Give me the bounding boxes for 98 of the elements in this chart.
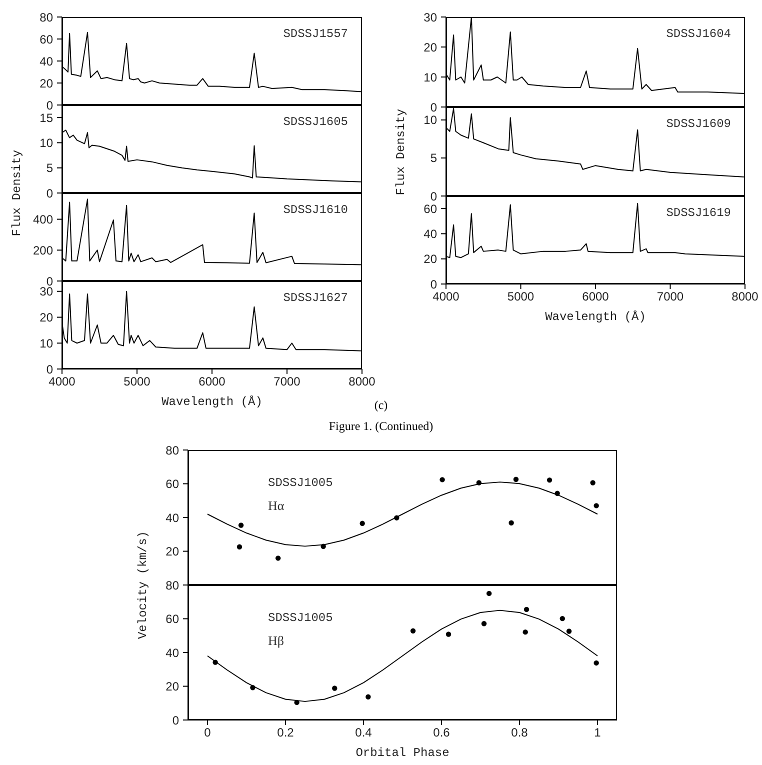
y-tick-label: 10: [40, 136, 54, 150]
x-tick-label: 6000: [582, 290, 610, 304]
point: [236, 544, 242, 550]
y-tick-label: 200: [32, 243, 54, 258]
point: [524, 606, 530, 612]
x-tick-label: 7000: [274, 374, 301, 389]
x-tick-label: 5000: [507, 290, 534, 304]
y-tick-label: 10: [424, 70, 438, 84]
y-tick-label: 0: [172, 713, 180, 728]
text: SDSSJ1557: [283, 27, 348, 41]
y-tick-label: 30: [424, 10, 438, 24]
point: [332, 686, 338, 691]
point: [522, 629, 528, 635]
x-axis-title: Wavelength (Å): [544, 310, 647, 324]
y-axis-title: Flux Density: [10, 150, 24, 236]
point: [508, 520, 514, 526]
text: SDSSJ1609: [666, 117, 731, 131]
y-axis-title: Flux Density: [394, 108, 408, 195]
y-tick-label: 10: [424, 113, 438, 128]
x-tick-label: 0: [204, 726, 212, 740]
y-tick-label: 15: [40, 110, 54, 125]
text: SDSSJ1627: [283, 291, 348, 305]
text: SDSSJ1610: [283, 203, 348, 217]
point: [594, 503, 599, 508]
y-tick-label: 20: [40, 76, 54, 90]
point: [566, 628, 572, 634]
point: [554, 490, 560, 496]
point: [360, 520, 365, 526]
y-tick-label: 0: [430, 189, 438, 204]
point: [238, 522, 244, 528]
y-tick-label: 20: [166, 680, 180, 694]
y-tick-label: 80: [166, 443, 180, 458]
point: [476, 480, 482, 486]
x-tick-label: 0.2: [277, 726, 294, 740]
y-tick-label: 40: [166, 646, 180, 660]
x-tick-label: 4000: [48, 374, 76, 389]
y-tick-label: 40: [166, 510, 180, 525]
x-axis-title: Orbital Phase: [354, 746, 450, 760]
x-tick-label: 7000: [656, 290, 684, 304]
y-tick-label: 10: [40, 336, 54, 350]
text: SDSSJ1005: [268, 476, 333, 490]
x-tick-label: 0.6: [433, 726, 450, 740]
y-axis-title: Velocity (km/s): [136, 530, 150, 640]
y-tick-label: 5: [46, 161, 54, 176]
point: [440, 477, 445, 482]
point: [212, 660, 218, 665]
y-tick-label: 400: [32, 212, 54, 227]
point: [410, 628, 416, 634]
text: Hβ: [268, 633, 284, 649]
x-tick-label: 8000: [348, 374, 376, 389]
x-tick-label: 8000: [732, 290, 759, 304]
y-tick-label: 0: [430, 100, 438, 114]
point: [275, 556, 281, 561]
y-tick-label: 40: [40, 54, 54, 68]
text: SDSSJ1005: [268, 611, 333, 625]
point: [560, 616, 565, 622]
point: [594, 660, 599, 666]
point: [590, 480, 596, 486]
text: Hα: [268, 498, 284, 514]
y-tick-label: 60: [166, 477, 180, 492]
y-tick-label: 0: [430, 277, 438, 292]
x-tick-label: 0.8: [511, 726, 528, 740]
x-axis-title: Wavelength (Å): [160, 395, 264, 409]
y-tick-label: 5: [430, 151, 438, 166]
text: (c): [374, 398, 388, 412]
y-tick-label: 60: [166, 612, 180, 626]
text: SDSSJ1604: [666, 27, 731, 41]
x-tick-label: 5000: [124, 374, 151, 389]
y-tick-label: 0: [46, 186, 54, 200]
y-tick-label: 60: [424, 202, 438, 216]
y-tick-label: 0: [46, 98, 54, 112]
y-tick-label: 60: [40, 32, 54, 46]
y-tick-label: 80: [40, 10, 54, 24]
x-tick-label: 1: [594, 726, 602, 740]
point: [446, 632, 452, 637]
text: SDSSJ1619: [666, 206, 731, 220]
caption: Figure 1. (Continued): [328, 419, 434, 434]
point: [394, 515, 400, 520]
line-series: [207, 610, 598, 702]
y-tick-label: 20: [424, 40, 438, 54]
point: [294, 700, 300, 706]
x-tick-label: 0.4: [355, 726, 372, 740]
text: SDSSJ1605: [283, 115, 348, 129]
y-tick-label: 80: [166, 578, 180, 592]
point: [481, 621, 487, 626]
y-tick-label: 20: [424, 252, 438, 266]
point: [320, 544, 326, 549]
x-tick-label: 4000: [432, 290, 460, 304]
point: [250, 685, 256, 690]
point: [366, 694, 371, 700]
y-tick-label: 20: [166, 544, 180, 559]
point: [546, 477, 552, 483]
y-tick-label: 20: [40, 310, 54, 324]
y-tick-label: 0: [46, 362, 54, 376]
y-tick-label: 40: [424, 226, 438, 241]
point: [486, 590, 492, 596]
point: [513, 476, 519, 482]
x-tick-label: 6000: [198, 374, 226, 389]
